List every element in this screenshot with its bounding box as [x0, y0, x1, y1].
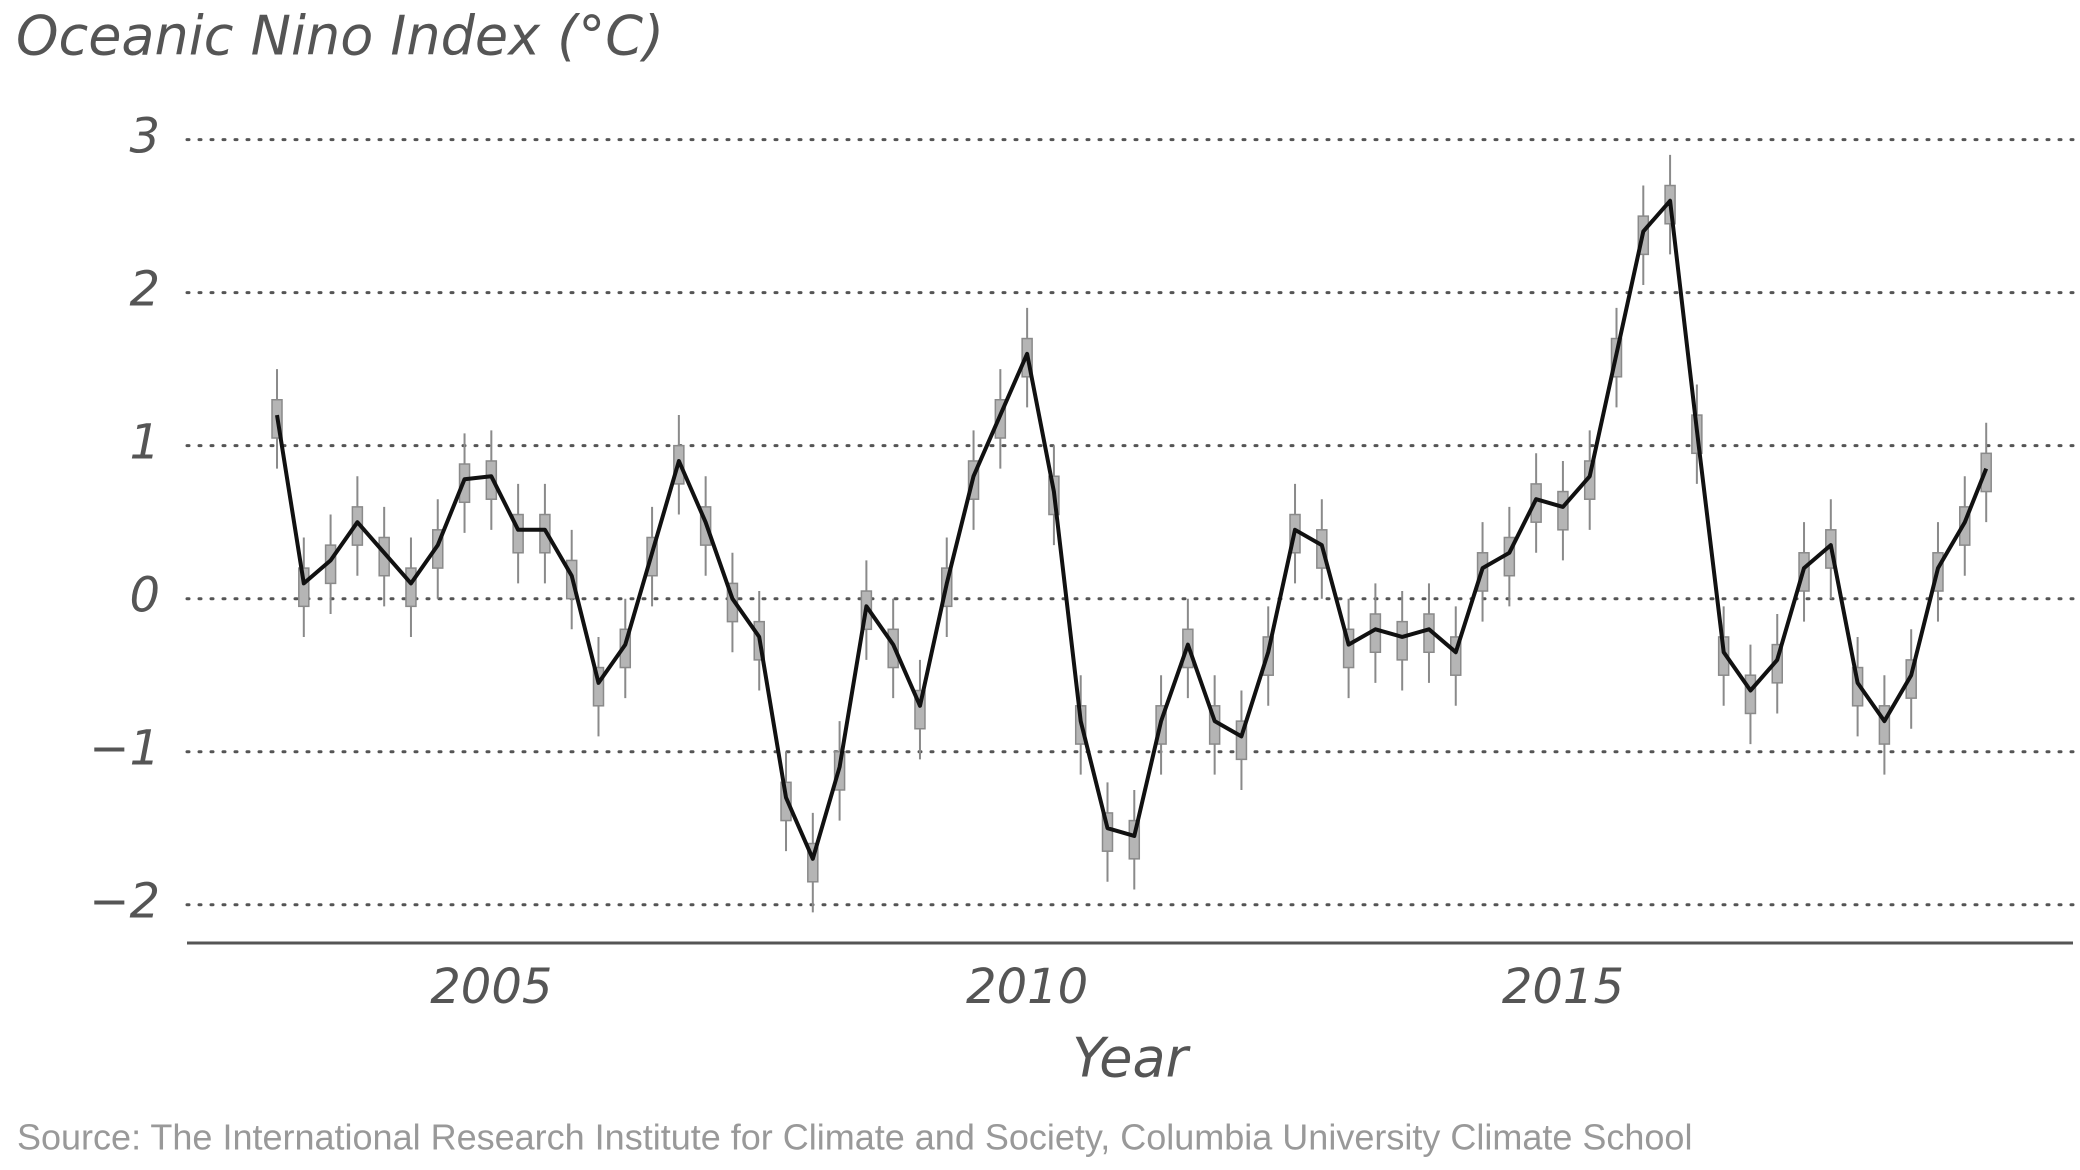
box — [1128, 819, 1141, 860]
box — [1557, 490, 1569, 531]
box — [1396, 620, 1408, 661]
box — [592, 666, 605, 707]
y-tick-label: −2 — [89, 874, 160, 930]
y-tick-label: −1 — [89, 721, 160, 777]
box — [1744, 674, 1757, 715]
y-tick-label: 3 — [129, 109, 160, 165]
box — [914, 689, 926, 730]
box — [405, 567, 417, 608]
box — [1101, 812, 1114, 852]
index-line — [275, 198, 1989, 861]
chart-title: Oceanic Nino Index (°C) — [16, 5, 664, 68]
x-axis-label: Year — [1072, 1027, 1190, 1090]
source-note: Source: The International Research Insti… — [17, 1117, 1692, 1158]
x-tick-label: 2010 — [966, 959, 1088, 1015]
box — [807, 842, 819, 883]
y-tick-label: 0 — [129, 568, 160, 624]
box — [1878, 705, 1891, 745]
x-tick-label: 2015 — [1502, 959, 1624, 1015]
box — [298, 567, 310, 608]
box — [1235, 720, 1248, 761]
x-tick-label: 2005 — [430, 959, 552, 1015]
box — [1342, 628, 1355, 669]
box — [1450, 636, 1462, 676]
y-tick-label: 2 — [129, 262, 160, 318]
y-tick-label: 1 — [129, 415, 160, 471]
box — [512, 513, 524, 554]
